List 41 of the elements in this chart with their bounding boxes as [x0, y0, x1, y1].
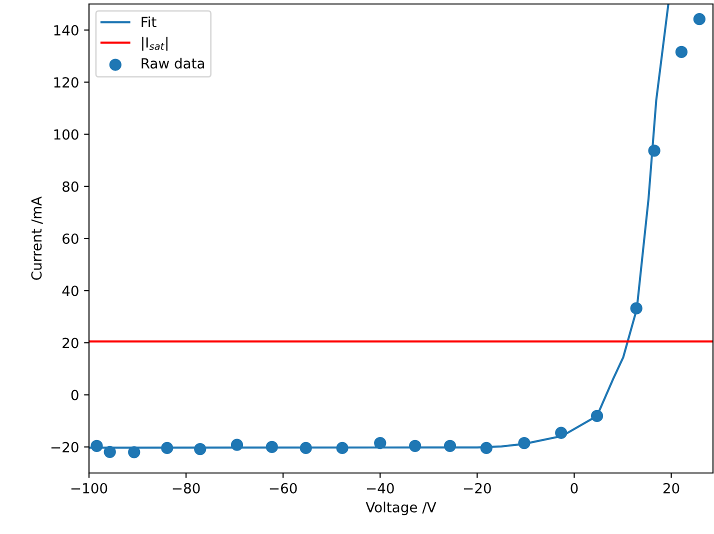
y-tick-label: −20 [51, 442, 78, 452]
point [480, 442, 492, 454]
y-axis-title: Current /mA [31, 196, 43, 280]
x-tick-label: −60 [270, 482, 297, 494]
point [630, 302, 642, 314]
legend-label: |I$_{sat}$| [142, 36, 168, 51]
x-tick-label: 20 [663, 482, 680, 494]
x-tick-label: −100 [71, 482, 108, 494]
legend-label: Fit [142, 16, 156, 28]
point [590, 410, 604, 422]
x-tick-label: −80 [172, 482, 200, 494]
y-tick-label: 40 [62, 286, 78, 296]
x-tick-label: −40 [366, 482, 394, 494]
y-tick-label: 140 [54, 25, 78, 36]
point [266, 440, 278, 454]
point [104, 446, 116, 458]
point [675, 46, 688, 58]
x-tick-label: −20 [464, 482, 491, 494]
y-tick-label: 20 [62, 338, 78, 348]
point [90, 440, 103, 452]
point [409, 440, 422, 452]
x-axis-title: Voltage /V [366, 502, 436, 516]
point [161, 442, 174, 454]
point [336, 442, 348, 454]
y-tick-label: 80 [62, 181, 78, 192]
y-tick-label: 0 [71, 390, 78, 400]
point [194, 442, 206, 456]
point [648, 144, 660, 157]
point [230, 438, 244, 451]
point [444, 440, 456, 452]
point [693, 13, 706, 26]
point [374, 436, 386, 450]
y-tick-label: 100 [54, 129, 78, 140]
y-tick-label: 60 [62, 233, 78, 244]
x-tick-label: 0 [570, 482, 578, 494]
point [518, 436, 530, 450]
y-tick-label: 120 [54, 77, 78, 88]
point [300, 442, 312, 454]
legend-label: Raw data [142, 58, 204, 69]
point [128, 446, 140, 458]
point [555, 426, 568, 439]
